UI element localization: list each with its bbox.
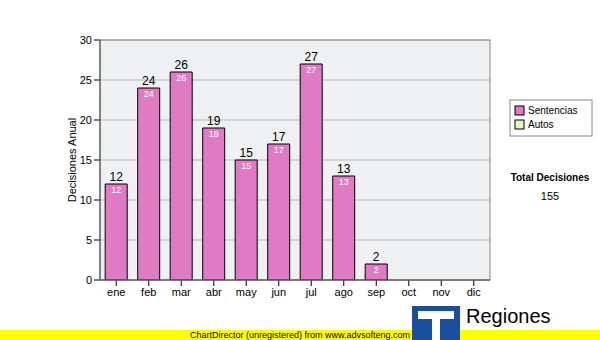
svg-text:15: 15 [241,161,251,171]
svg-text:27: 27 [305,50,319,64]
svg-text:Sentencias: Sentencias [528,105,577,116]
svg-text:feb: feb [141,286,156,298]
svg-text:5: 5 [86,234,92,246]
svg-text:oct: oct [401,286,416,298]
svg-text:13: 13 [337,162,351,176]
svg-text:25: 25 [80,74,92,86]
svg-text:24: 24 [142,74,156,88]
svg-text:13: 13 [339,177,349,187]
svg-text:Regiones: Regiones [466,305,551,327]
svg-text:Total Decisiones: Total Decisiones [511,172,590,183]
svg-text:nov: nov [432,286,450,298]
svg-text:ChartDirector (unregistered) f: ChartDirector (unregistered) from www.ad… [190,330,410,340]
svg-text:jun: jun [270,286,286,298]
svg-text:30: 30 [80,34,92,46]
svg-text:12: 12 [110,170,124,184]
svg-text:27: 27 [306,65,316,75]
svg-text:10: 10 [80,194,92,206]
svg-text:may: may [236,286,257,298]
svg-text:ago: ago [335,286,353,298]
svg-text:2: 2 [373,250,380,264]
svg-text:15: 15 [240,146,254,160]
svg-text:Autos: Autos [528,119,554,130]
svg-text:19: 19 [207,114,221,128]
svg-text:17: 17 [272,130,286,144]
svg-text:20: 20 [80,114,92,126]
svg-text:24: 24 [144,89,154,99]
svg-text:dic: dic [467,286,482,298]
svg-text:Decisiones Anual: Decisiones Anual [66,118,78,202]
svg-text:26: 26 [176,73,186,83]
svg-text:sep: sep [367,286,385,298]
svg-text:15: 15 [80,154,92,166]
svg-text:155: 155 [541,190,559,202]
svg-text:12: 12 [111,185,121,195]
svg-text:0: 0 [86,274,92,286]
svg-text:jul: jul [305,286,317,298]
svg-text:abr: abr [206,286,222,298]
svg-text:17: 17 [274,145,284,155]
svg-text:mar: mar [172,286,191,298]
svg-text:19: 19 [209,129,219,139]
svg-text:26: 26 [175,58,189,72]
svg-text:ene: ene [107,286,125,298]
svg-text:2: 2 [374,265,379,275]
